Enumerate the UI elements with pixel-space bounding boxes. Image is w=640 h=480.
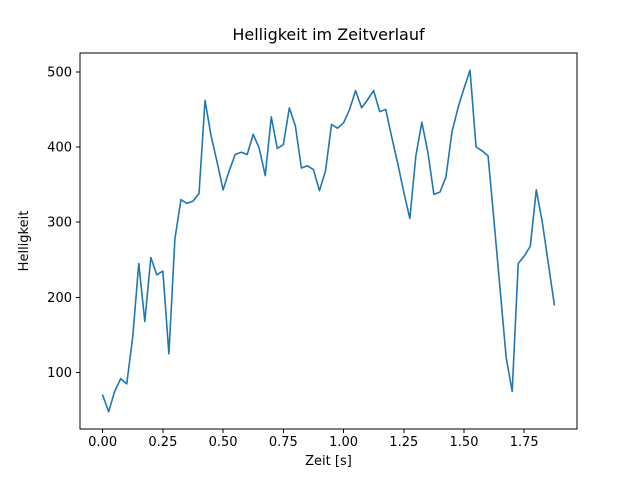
x-tick-label: 1.00 (329, 435, 358, 450)
x-tick-label: 0.50 (209, 435, 238, 450)
x-tick-label: 1.50 (450, 435, 479, 450)
x-tick-label: 0.75 (269, 435, 298, 450)
plot-border (79, 52, 578, 430)
y-tick-label: 300 (47, 216, 72, 231)
y-tick-label: 200 (47, 291, 72, 306)
x-axis-label: Zeit [s] (305, 454, 352, 469)
y-axis-label: Helligkeit (17, 211, 32, 272)
y-tick-label: 100 (47, 366, 72, 381)
x-tick-label: 0.00 (88, 435, 117, 450)
y-tick-label: 500 (47, 65, 72, 80)
data-line (101, 69, 556, 413)
x-tick-label: 1.75 (510, 435, 539, 450)
chart-title: Helligkeit im Zeitverlauf (232, 25, 425, 44)
x-tick-label: 1.25 (389, 435, 418, 450)
x-tick-label: 0.25 (148, 435, 177, 450)
y-tick-label: 400 (47, 141, 72, 156)
